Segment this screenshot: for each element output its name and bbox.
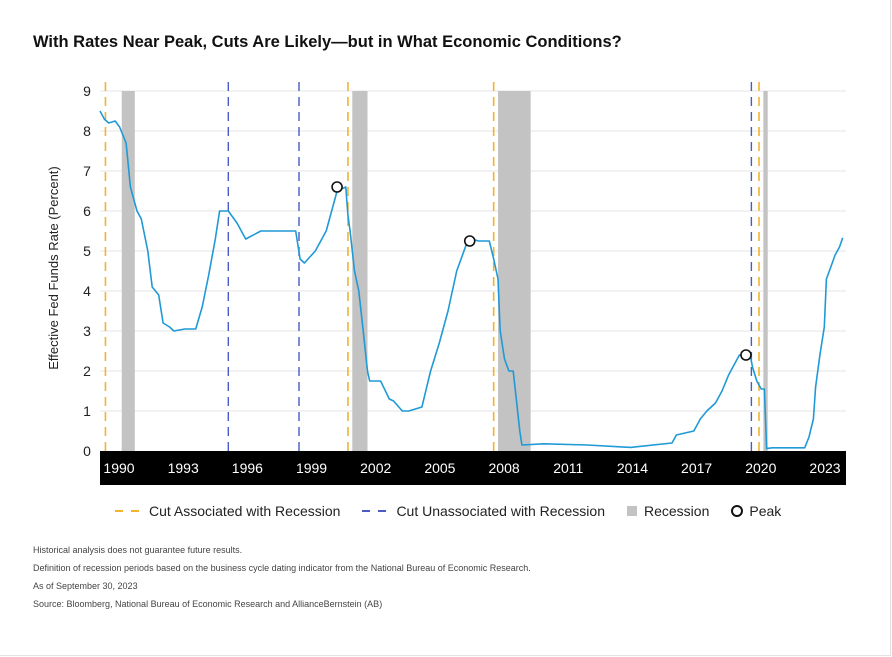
x-axis-band — [100, 451, 846, 485]
orange-dash-icon — [115, 510, 141, 512]
recession-bands — [121, 91, 768, 451]
y-tick-label: 7 — [83, 163, 91, 179]
footnotes: Historical analysis does not guarantee f… — [33, 541, 531, 613]
y-tick-label: 4 — [83, 283, 91, 299]
y-tick-label: 2 — [83, 363, 91, 379]
footnote-disclaimer: Historical analysis does not guarantee f… — [33, 545, 243, 555]
x-tick-label: 2011 — [553, 460, 583, 476]
legend-label-cut-unassociated: Cut Unassociated with Recession — [396, 503, 605, 519]
circle-marker-icon — [731, 505, 744, 517]
chart-title: With Rates Near Peak, Cuts Are Likely—bu… — [33, 33, 622, 51]
y-tick-label: 5 — [83, 243, 91, 259]
x-tick-label: 2020 — [745, 460, 776, 476]
x-axis-band-rect — [100, 451, 846, 485]
y-axis-label: Effective Fed Funds Rate (Percent) — [46, 166, 61, 370]
x-tick-label: 1996 — [232, 460, 263, 476]
recession-band — [352, 91, 368, 451]
legend-item-peak: Peak — [731, 503, 781, 519]
y-tick-label: 9 — [83, 83, 91, 99]
x-tick-label: 2023 — [809, 460, 840, 476]
grid-lines — [100, 90, 846, 412]
legend-item-recession: Recession — [626, 503, 710, 519]
peak-marker — [740, 349, 752, 361]
x-tick-label: 2005 — [424, 460, 455, 476]
x-tick-label: 2014 — [617, 460, 648, 476]
x-tick-label: 2002 — [360, 460, 391, 476]
rate-line — [99, 110, 844, 450]
y-tick-label: 3 — [83, 323, 91, 339]
x-tick-label: 2017 — [681, 460, 712, 476]
legend-label-peak: Peak — [749, 503, 782, 519]
recession-band — [498, 91, 531, 451]
legend-item-cut-recession: Cut Associated with Recession — [115, 503, 340, 519]
footnote-definition: Definition of recession periods based on… — [33, 563, 531, 573]
x-tick-labels: 1990 1993 1996 1999 2002 2005 2008 2011 2014 2017… — [103, 460, 840, 476]
legend-item-cut-unassociated: Cut Unassociated with Recession — [362, 503, 605, 519]
legend-label-recession: Recession — [643, 503, 710, 519]
cut-lines — [104, 82, 760, 451]
footnote-date: As of September 30, 2023 — [33, 581, 138, 591]
x-tick-label: 1999 — [296, 460, 327, 476]
legend: Cut Associated with Recession Cut Unasso… — [115, 500, 803, 522]
y-tick-label: 8 — [83, 123, 91, 139]
x-tick-label: 2008 — [489, 460, 520, 476]
rate-series-line — [99, 110, 844, 450]
legend-label-cut-recession: Cut Associated with Recession — [149, 503, 341, 519]
peak-marker — [331, 181, 343, 193]
recession-band — [121, 91, 135, 451]
peak-markers — [331, 181, 752, 361]
chart-svg: 0 1 2 3 4 5 6 7 8 9 1990 1993 1996 1999 2002 2005 2008 2… — [46, 82, 846, 485]
recession-band — [763, 91, 768, 451]
x-tick-label: 1993 — [168, 460, 199, 476]
gray-square-icon — [626, 506, 637, 516]
x-tick-label: 1990 — [103, 460, 134, 476]
y-tick-label: 1 — [83, 403, 91, 419]
y-tick-labels: 0 1 2 3 4 5 6 7 8 9 — [83, 83, 91, 459]
y-tick-label: 0 — [83, 443, 91, 459]
blue-dash-icon — [362, 510, 388, 512]
y-tick-label: 6 — [83, 203, 91, 219]
footnote-source: Source: Bloomberg, National Bureau of Ec… — [33, 599, 383, 609]
peak-marker — [463, 235, 476, 247]
